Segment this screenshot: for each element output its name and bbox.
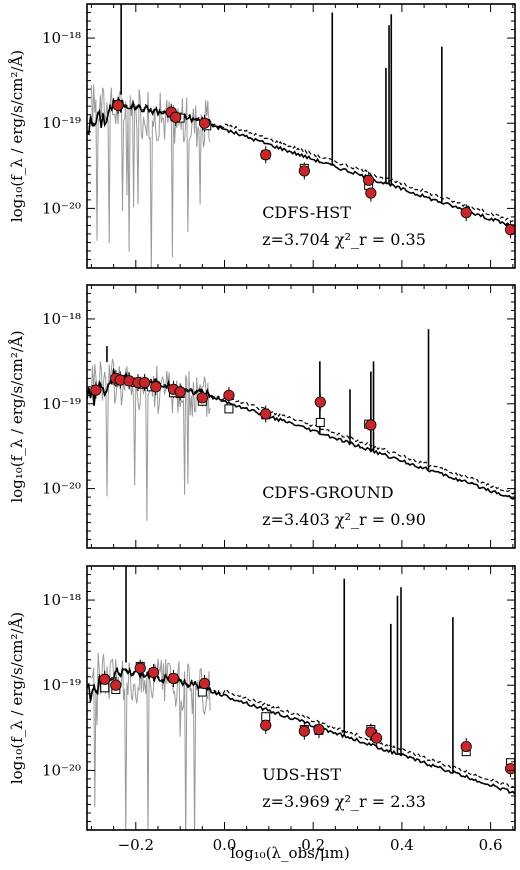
photometry-point xyxy=(363,174,375,186)
photometry-point xyxy=(298,165,310,177)
photometry-point xyxy=(196,392,208,404)
model-photometry-square xyxy=(100,683,110,693)
photometry-point xyxy=(314,396,326,408)
photometry-point xyxy=(112,99,124,111)
field-label: CDFS-GROUND xyxy=(262,483,393,502)
y-axis-label: log₁₀(f_λ / erg/s/cm²/Å) xyxy=(8,612,26,784)
model-sed-line xyxy=(87,98,515,229)
photometry-point xyxy=(99,673,111,685)
photometry-point xyxy=(198,677,211,690)
photometry-point xyxy=(460,740,472,753)
y-tick-label: 10⁻¹⁸ xyxy=(42,591,81,609)
photometry-point xyxy=(110,679,122,691)
photometry-point xyxy=(147,666,160,679)
photometry-point xyxy=(198,117,211,129)
field-label: CDFS-HST xyxy=(262,203,351,222)
fit-label: z=3.403 χ²_r = 0.90 xyxy=(262,510,426,529)
y-tick-label: 10⁻²⁰ xyxy=(42,480,81,498)
observed-spectrum-line xyxy=(91,652,211,830)
y-tick-label: 10⁻¹⁸ xyxy=(42,29,81,47)
panel-frame xyxy=(86,3,516,269)
photometry-point xyxy=(313,723,325,736)
plot-area xyxy=(87,329,515,521)
photometry-point xyxy=(260,149,272,161)
photometry-point xyxy=(365,419,377,431)
photometry-point xyxy=(298,725,310,737)
fit-label: z=3.969 χ²_r = 2.33 xyxy=(262,792,426,811)
photometry-point xyxy=(134,662,146,674)
sed-panel-cdfs-hst: 10⁻¹⁸ 10⁻¹⁹ 10⁻²⁰ log₁₀(f_λ / erg/s/cm²/Å) C… xyxy=(8,3,516,269)
model-photometry-square xyxy=(197,687,207,697)
photometry-point xyxy=(223,389,235,401)
observed-spectrum-line xyxy=(90,84,211,268)
photometry-point xyxy=(260,719,272,731)
y-tick-label: 10⁻²⁰ xyxy=(42,199,81,217)
model-sed-line xyxy=(87,668,515,795)
model-photometry-square xyxy=(224,404,234,414)
photometry-point xyxy=(260,408,272,420)
panel-frame xyxy=(86,284,516,549)
plot-area xyxy=(87,4,515,268)
x-tick-label: −0.2 xyxy=(118,836,154,854)
photometry-point xyxy=(174,386,186,398)
model-sed-dashed-line xyxy=(87,666,515,789)
sed-panel-uds-hst: 10⁻¹⁸ 10⁻¹⁹ 10⁻²⁰ −0.2 0.0 0.2 0.4 0.6 log₁₀(f_λ… xyxy=(8,565,516,854)
photometry-point xyxy=(170,111,182,123)
x-tick-label: 0.4 xyxy=(390,836,414,854)
y-tick-label: 10⁻¹⁹ xyxy=(42,676,81,694)
photometry-point xyxy=(371,732,383,744)
model-photometry-square xyxy=(315,417,325,427)
y-tick-label: 10⁻²⁰ xyxy=(42,761,81,779)
photometry-point xyxy=(139,376,151,389)
model-photometry-square xyxy=(261,712,271,722)
x-tick-label: 0.6 xyxy=(479,836,503,854)
plot-area xyxy=(87,566,515,830)
x-tick-label: 0.0 xyxy=(213,836,237,854)
photometry-point xyxy=(460,207,472,219)
fit-label: z=3.704 χ²_r = 0.35 xyxy=(262,230,426,249)
x-tick-label: 0.2 xyxy=(301,836,325,854)
photometry-point xyxy=(150,381,162,393)
photometry-point xyxy=(504,224,515,236)
photometry-point xyxy=(504,763,515,775)
y-axis-label: log₁₀(f_λ / erg/s/cm²/Å) xyxy=(8,330,26,502)
photometry-point xyxy=(90,384,102,396)
y-tick-label: 10⁻¹⁸ xyxy=(42,310,81,328)
panel-frame xyxy=(86,565,516,831)
photometry-point xyxy=(167,672,180,685)
sed-panel-cdfs-ground: 10⁻¹⁸ 10⁻¹⁹ 10⁻²⁰ log₁₀(f_λ / erg/s/cm²/Å) C… xyxy=(8,284,516,549)
photometry-point xyxy=(365,187,377,199)
y-tick-label: 10⁻¹⁹ xyxy=(42,114,81,132)
y-axis-label: log₁₀(f_λ / erg/s/cm²/Å) xyxy=(8,50,26,222)
model-sed-dashed-line xyxy=(87,368,515,495)
field-label: UDS-HST xyxy=(262,765,341,784)
y-tick-label: 10⁻¹⁹ xyxy=(42,395,81,413)
x-axis-label: log₁₀(λ_obs/μm) xyxy=(230,844,350,862)
